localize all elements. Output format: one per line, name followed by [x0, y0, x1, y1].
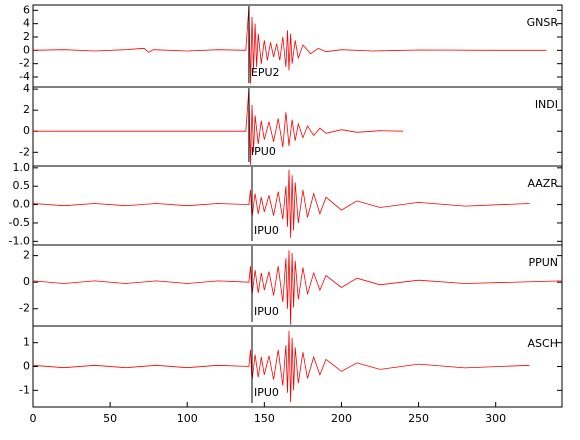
x-tick-label: 100: [177, 412, 198, 425]
x-tick-label: 250: [408, 412, 429, 425]
y-tick-label: 4: [23, 17, 30, 30]
y-tick-label: 0: [23, 43, 30, 56]
y-tick-label: -4: [19, 70, 30, 83]
y-tick-label: -0.5: [9, 216, 30, 229]
phase-label: IPU0: [251, 145, 276, 158]
y-tick-label: 4: [23, 82, 30, 95]
station-label: INDI: [535, 98, 558, 111]
phase-label: IPU0: [254, 305, 279, 318]
y-tick-label: -2: [19, 302, 30, 315]
x-tick-label: 50: [103, 412, 117, 425]
y-tick-label: 2: [23, 30, 30, 43]
trace: [32, 6, 547, 84]
y-tick-label: -2: [19, 57, 30, 70]
trace: [32, 169, 530, 238]
y-tick-label: 1.0: [13, 161, 31, 174]
trace: [33, 89, 404, 165]
station-label: PPUN: [528, 256, 558, 269]
y-tick-label: 2: [23, 249, 30, 262]
station-label: AAZR: [527, 177, 558, 190]
y-tick-label: -1.0: [9, 234, 30, 247]
y-tick-label: 0: [23, 275, 30, 288]
y-tick-label: 1: [23, 336, 30, 349]
station-label: GNSR: [527, 16, 559, 29]
phase-label: IPU0: [254, 224, 279, 237]
y-tick-label: -1: [19, 383, 30, 396]
trace: [32, 250, 563, 325]
x-tick-label: 300: [485, 412, 506, 425]
y-tick-label: 0: [23, 360, 30, 373]
x-tick-label: 150: [254, 412, 275, 425]
x-tick-label: 200: [331, 412, 352, 425]
phase-label: EPU2: [251, 66, 280, 79]
station-label: ASCH: [528, 337, 558, 350]
y-tick-label: -2: [19, 145, 30, 158]
y-tick-label: 6: [23, 3, 30, 16]
x-tick-label: 0: [30, 412, 37, 425]
y-tick-label: 0.0: [13, 198, 31, 211]
y-tick-label: 2: [23, 103, 30, 116]
panel-frame: [32, 4, 563, 88]
y-tick-label: 0: [23, 124, 30, 137]
y-tick-label: 0.5: [13, 179, 31, 192]
phase-label: IPU0: [254, 386, 279, 399]
trace: [32, 330, 530, 403]
